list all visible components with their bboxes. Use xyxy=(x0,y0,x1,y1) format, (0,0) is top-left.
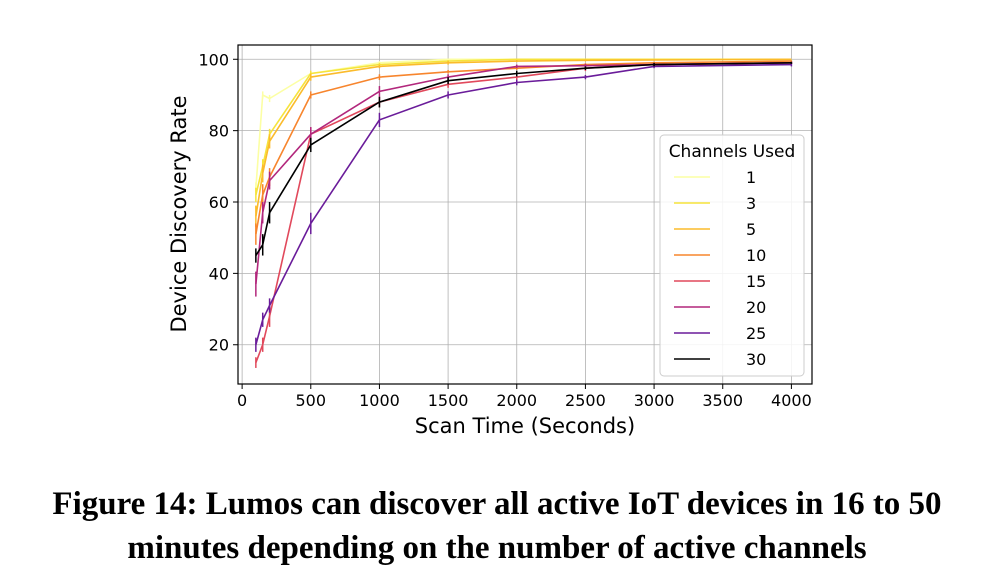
series-layer xyxy=(255,58,793,368)
series-30-channels xyxy=(255,61,793,263)
y-axis-label: Device Discovery Rate xyxy=(167,95,191,332)
legend-label: 1 xyxy=(746,168,756,187)
series-20-channels xyxy=(255,61,793,297)
x-tick-label: 3500 xyxy=(702,391,743,410)
series-5-channels xyxy=(255,58,792,227)
y-tick-label: 80 xyxy=(209,122,229,141)
ticks: 0 500 1000 1500 2000 2500 3000 3500 4000 20 40 60 80… xyxy=(198,50,811,410)
series-line xyxy=(255,62,792,256)
figure-caption: Figure 14: Lumos can discover all active… xyxy=(52,486,942,566)
x-tick-label: 1000 xyxy=(359,391,400,410)
legend-label: 5 xyxy=(746,220,756,239)
legend-label: 10 xyxy=(746,246,766,265)
series-line xyxy=(255,60,792,235)
line-chart: 0 500 1000 1500 2000 2500 3000 3500 4000 20 40 60 80… xyxy=(167,44,813,438)
x-tick-label: 4000 xyxy=(771,391,812,410)
legend-label: 15 xyxy=(746,272,766,291)
x-tick-label: 2500 xyxy=(565,391,606,410)
y-tick-label: 20 xyxy=(209,336,229,355)
x-tick-label: 500 xyxy=(296,391,327,410)
series-line xyxy=(255,58,792,196)
legend-box xyxy=(659,134,805,377)
series-25-channels xyxy=(255,62,793,352)
x-tick-label: 2000 xyxy=(496,391,537,410)
series-line xyxy=(255,62,792,285)
x-tick-label: 0 xyxy=(237,391,247,410)
y-tick-label: 60 xyxy=(209,193,229,212)
legend-label: 30 xyxy=(746,350,766,369)
legend-label: 20 xyxy=(746,298,766,317)
x-tick-label: 1500 xyxy=(428,391,469,410)
y-tick-label: 100 xyxy=(198,50,229,69)
x-tick-label: 3000 xyxy=(634,391,675,410)
y-tick-label: 40 xyxy=(209,264,229,283)
series-line xyxy=(255,63,792,345)
plot-frame xyxy=(237,44,813,385)
legend-title: Channels Used xyxy=(669,142,796,162)
series-line xyxy=(255,58,792,217)
legend-label: 3 xyxy=(746,194,756,213)
legend-label: 25 xyxy=(746,324,766,343)
legend: Channels Used 1 3 5 10 15 20 25 30 xyxy=(659,134,805,377)
x-axis-label: Scan Time (Seconds) xyxy=(415,414,635,438)
